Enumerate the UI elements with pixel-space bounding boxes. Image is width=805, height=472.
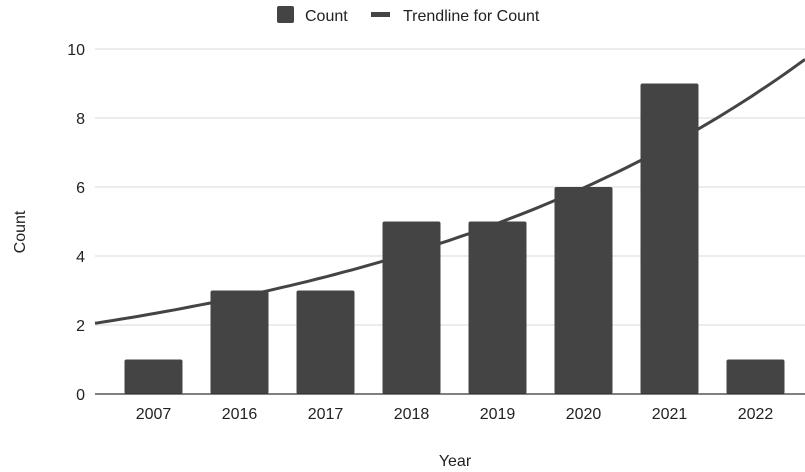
x-tick-label: 2017 (308, 406, 344, 423)
bar-2007 (124, 359, 183, 394)
legend-swatch-trendline (371, 12, 390, 17)
legend: Count Trendline for Count (277, 6, 540, 25)
x-axis-ticks: 2007 2016 2017 2018 2019 2020 2021 2022 (136, 406, 774, 423)
y-tick-label: 2 (76, 318, 85, 335)
x-tick-label: 2007 (136, 406, 172, 423)
bar-2017 (296, 290, 355, 394)
trendline-count (94, 58, 805, 325)
x-tick-label: 2022 (738, 406, 774, 423)
y-tick-label: 4 (76, 249, 85, 266)
x-tick-label: 2020 (566, 406, 602, 423)
y-axis-ticks: 0 2 4 6 8 10 (67, 42, 85, 404)
legend-label-count: Count (305, 8, 348, 25)
bar-2018 (382, 221, 441, 394)
y-tick-label: 8 (76, 111, 85, 128)
bar-2016 (210, 290, 269, 394)
legend-label-trendline: Trendline for Count (403, 8, 540, 25)
bars (124, 83, 785, 394)
bar-2021 (640, 83, 699, 394)
x-tick-label: 2019 (480, 406, 516, 423)
x-tick-label: 2016 (222, 406, 258, 423)
x-axis-title: Year (439, 453, 472, 470)
y-axis-title: Count (12, 210, 29, 253)
y-tick-label: 10 (67, 42, 85, 59)
legend-swatch-count (277, 6, 294, 23)
bar-2022 (726, 359, 785, 394)
y-tick-label: 6 (76, 180, 85, 197)
bar-2019 (468, 221, 527, 394)
x-tick-label: 2021 (652, 406, 688, 423)
y-tick-label: 0 (76, 387, 85, 404)
bar-2020 (554, 187, 613, 394)
x-tick-label: 2018 (394, 406, 430, 423)
